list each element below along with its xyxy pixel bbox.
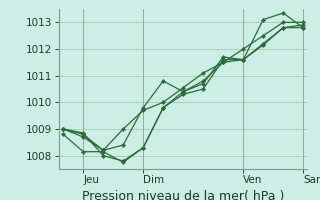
X-axis label: Pression niveau de la mer( hPa ): Pression niveau de la mer( hPa ) [82, 190, 284, 200]
